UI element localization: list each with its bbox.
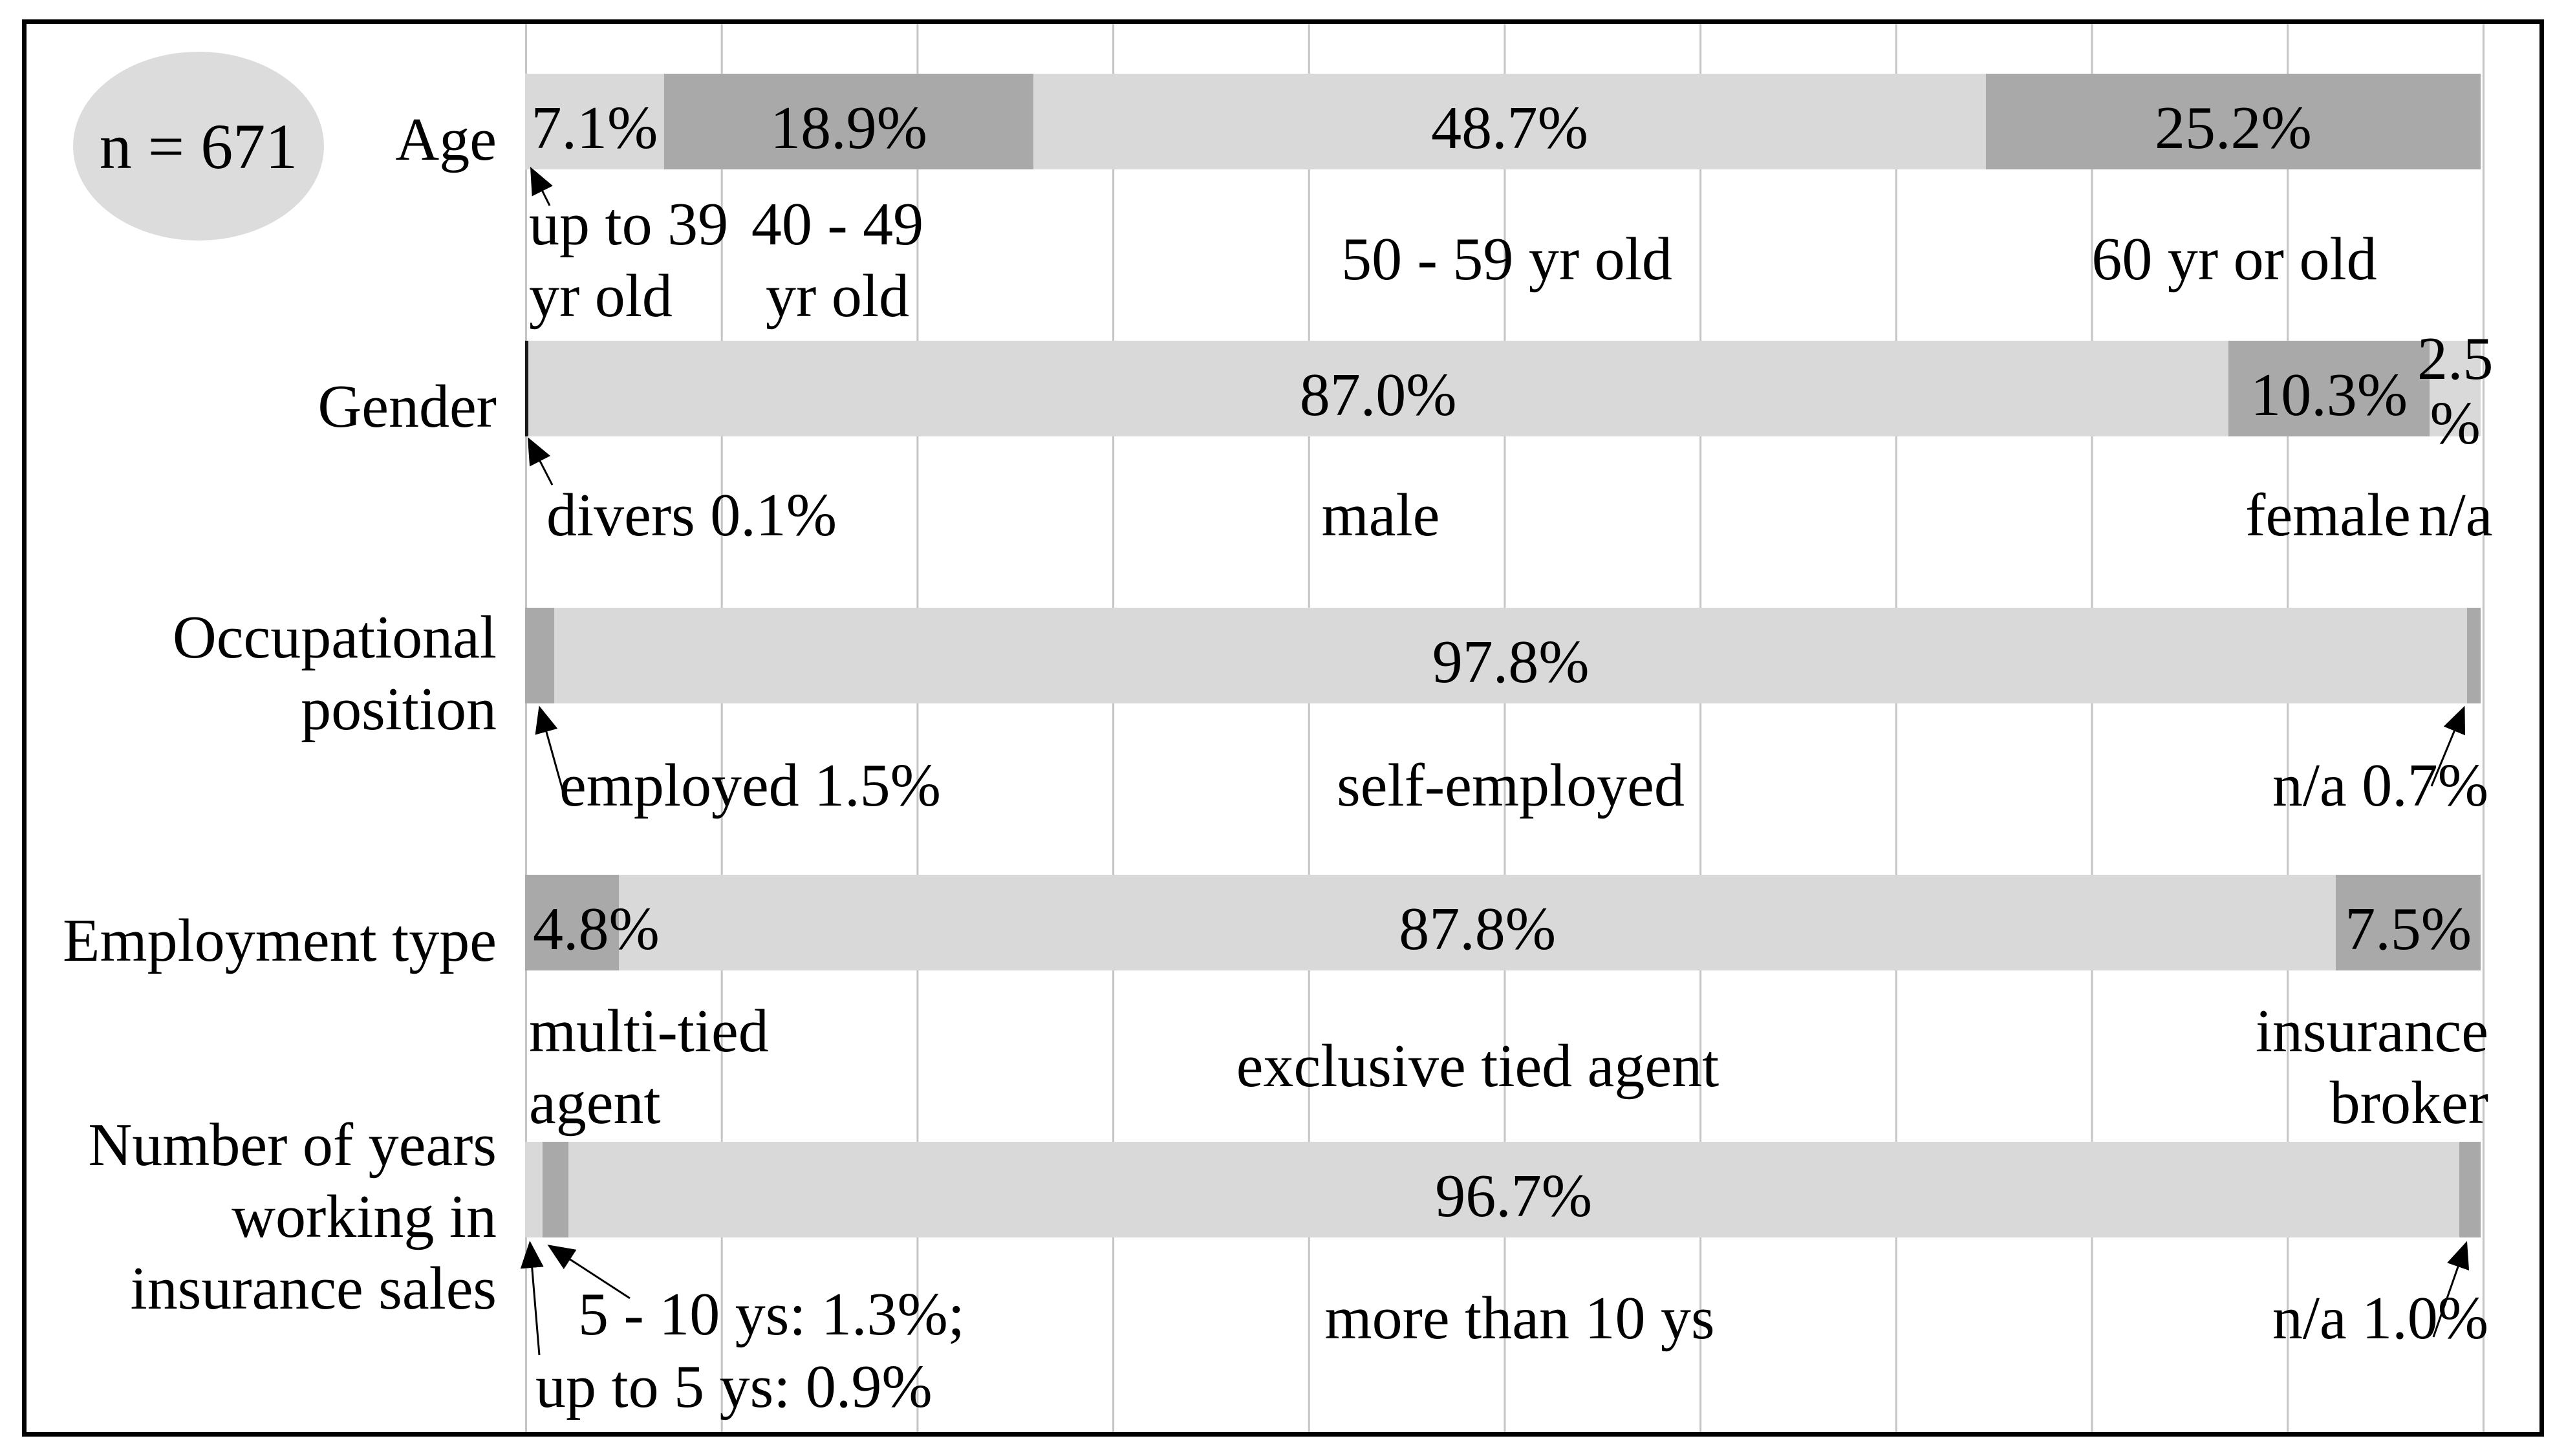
bar-row-gender: 87.0% 10.3% 2.5 % (525, 327, 2494, 456)
segment-occupation-self-employed: 97.8% (554, 608, 2467, 703)
bar-row-years: 96.7% (525, 1142, 2481, 1237)
segment-years-more-than-10: 96.7% (568, 1142, 2459, 1237)
tick-label-occupation-self-employed: self-employed (1337, 752, 1685, 819)
segment-gender-female: 10.3% (2228, 341, 2430, 436)
segment-years-na (2459, 1142, 2481, 1237)
row-label-years: Number of years working in insurance sal… (88, 1111, 497, 1322)
value-label: 87.0% (1299, 361, 1457, 429)
value-label: 25.2% (2155, 94, 2312, 162)
sample-size-label: n = 671 (99, 110, 298, 182)
tick-label-gender-male: male (1321, 482, 1440, 549)
row-label-employment: Employment type (63, 907, 497, 974)
tick-label-occupation-na: n/a 0.7% (2272, 752, 2488, 819)
tick-label-age-40-49: 40 - 49 yr old (751, 191, 924, 330)
sample-size-ellipse: n = 671 (73, 52, 324, 241)
tick-label-age-50-59: 50 - 59 yr old (1341, 226, 1672, 293)
tick-label-years-5-10: 5 - 10 ys: 1.3%; (578, 1281, 965, 1348)
segment-gender-male: 87.0% (528, 341, 2228, 436)
tick-label-employment-broker: insurance broker (2255, 998, 2488, 1137)
segment-employment-multi-tied: 4.8% (525, 875, 660, 970)
value-label: 48.7% (1431, 94, 1588, 162)
value-label: 96.7% (1435, 1162, 1593, 1230)
tick-label-occupation-employed: employed 1.5% (559, 752, 941, 819)
tick-label-employment-exclusive: exclusive tied agent (1236, 1033, 1720, 1100)
tick-label-gender-divers: divers 0.1% (546, 482, 837, 549)
segment-age-up-to-39: 7.1% (525, 74, 664, 169)
bar-row-age: 7.1% 18.9% 48.7% 25.2% (525, 74, 2481, 169)
tick-label-gender-female: female (2245, 482, 2411, 549)
segment-occupation-employed (525, 608, 555, 703)
tick-label-years-more-than-10: more than 10 ys (1324, 1285, 1715, 1352)
row-label-age: Age (395, 106, 497, 173)
bar-row-employment: 4.8% 87.8% 7.5% (525, 875, 2481, 970)
value-label: 87.8% (1399, 895, 1557, 963)
row-label-gender: Gender (318, 373, 497, 440)
segment-employment-exclusive: 87.8% (619, 875, 2336, 970)
tick-label-age-up-to-39: up to 39 yr old (529, 191, 729, 330)
segment-occupation-na (2466, 608, 2481, 703)
tick-label-gender-na: n/a (2418, 482, 2493, 549)
segment-age-50-59: 48.7% (1033, 74, 1986, 169)
segment-gender-na: 2.5 % (2417, 327, 2494, 456)
tick-label-employment-multi-tied: multi-tied agent (529, 998, 769, 1137)
segment-age-40-49: 18.9% (663, 74, 1034, 169)
segment-gender-divers (525, 341, 528, 436)
value-label: 7.1% (531, 94, 658, 162)
value-label: 7.5% (2345, 895, 2472, 963)
value-label: 2.5 % (2417, 325, 2494, 457)
tick-label-age-60-plus: 60 yr or old (2091, 226, 2377, 293)
value-label: 97.8% (1432, 628, 1590, 696)
segment-employment-broker: 7.5% (2336, 875, 2481, 970)
value-label: 18.9% (770, 94, 927, 162)
value-label: 4.8% (533, 895, 660, 963)
value-label: 10.3% (2250, 361, 2408, 429)
segment-years-5-10 (543, 1142, 568, 1237)
row-label-occupation: Occupational position (172, 604, 497, 743)
tick-label-years-up-to-5: up to 5 ys: 0.9% (535, 1353, 933, 1420)
segment-age-60-plus: 25.2% (1985, 74, 2481, 169)
segment-years-up-to-5 (525, 1142, 543, 1237)
tick-label-years-na: n/a 1.0% (2272, 1285, 2488, 1352)
bar-row-occupation: 97.8% (525, 608, 2481, 703)
